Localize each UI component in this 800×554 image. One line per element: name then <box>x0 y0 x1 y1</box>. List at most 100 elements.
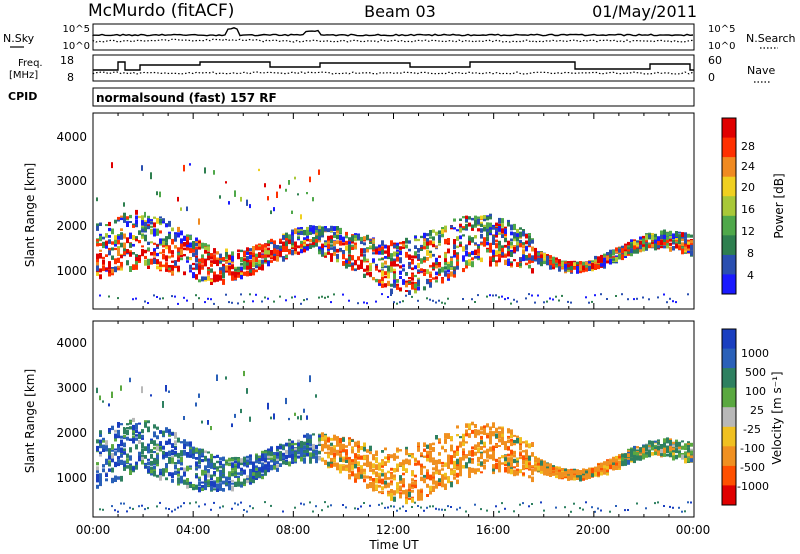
power-y-axis: 4000 3000 2000 1000 <box>56 130 87 278</box>
heatmap-cell <box>147 225 150 230</box>
heatmap-cell <box>438 243 441 246</box>
heatmap-cell <box>174 232 177 235</box>
heatmap-cell <box>96 257 99 264</box>
heatmap-cell <box>300 502 302 505</box>
heatmap-cell <box>207 481 210 486</box>
heatmap-cell <box>387 454 390 458</box>
heatmap-cell <box>237 252 240 256</box>
heatmap-cell <box>555 469 558 472</box>
heatmap-cell <box>414 245 417 249</box>
heatmap-cell <box>150 466 153 472</box>
heatmap-cell <box>600 293 602 296</box>
heatmap-cell <box>597 264 600 270</box>
heatmap-cell <box>462 455 465 461</box>
heatmap-cell <box>687 457 690 462</box>
heatmap-cell <box>483 224 486 229</box>
heatmap-cell <box>435 280 438 283</box>
heatmap-cell <box>363 502 365 504</box>
heatmap-cell <box>249 461 252 464</box>
heatmap-cell <box>300 302 302 305</box>
heatmap-cell <box>156 228 159 235</box>
heatmap-cell <box>378 258 381 261</box>
heatmap-cell <box>444 508 446 511</box>
heatmap-cell <box>120 453 123 458</box>
heatmap-cell <box>636 248 639 254</box>
heatmap-cell <box>471 257 474 261</box>
heatmap-cell <box>414 481 417 485</box>
heatmap-cell <box>144 211 146 218</box>
heatmap-cell <box>492 239 495 245</box>
heatmap-cell <box>531 268 534 274</box>
heatmap-cell <box>399 487 402 490</box>
heatmap-cell <box>459 460 462 467</box>
heatmap-cell <box>246 251 249 255</box>
heatmap-cell <box>108 460 111 463</box>
heatmap-cell <box>435 271 438 276</box>
heatmap-cell <box>195 263 198 270</box>
heatmap-cell <box>384 271 387 276</box>
n-search-label: N.Search <box>746 32 796 45</box>
heatmap-cell <box>318 450 321 455</box>
heatmap-cell <box>429 236 432 239</box>
heatmap-cell <box>690 450 693 456</box>
heatmap-cell <box>627 250 630 254</box>
heatmap-cell <box>258 461 261 464</box>
heatmap-cell <box>687 239 690 243</box>
heatmap-cell <box>429 456 432 463</box>
heatmap-cell <box>444 462 447 467</box>
heatmap-cell <box>351 245 354 250</box>
heatmap-cell <box>414 458 417 462</box>
heatmap-cell <box>231 271 234 276</box>
heatmap-cell <box>261 249 264 253</box>
heatmap-cell <box>171 510 173 513</box>
heatmap-cell <box>114 509 116 512</box>
heatmap-cell <box>381 478 384 485</box>
heatmap-cell <box>321 295 323 298</box>
heatmap-cell <box>462 442 465 447</box>
heatmap-cell <box>282 460 285 465</box>
heatmap-cell <box>279 445 282 450</box>
heatmap-cell <box>441 461 444 465</box>
heatmap-cell <box>192 244 195 247</box>
heatmap-cell <box>147 258 150 265</box>
heatmap-cell <box>153 431 156 438</box>
heatmap-cell <box>306 192 308 195</box>
heatmap-cell <box>303 241 306 244</box>
heatmap-cell <box>522 250 525 254</box>
heatmap-cell <box>216 469 219 472</box>
heatmap-cell <box>378 474 381 480</box>
heatmap-cell <box>495 250 498 255</box>
heatmap-cell <box>669 242 672 246</box>
heatmap-cell <box>111 458 114 463</box>
heatmap-cell <box>447 481 450 484</box>
heatmap-cell <box>426 241 429 246</box>
heatmap-cell <box>423 237 426 242</box>
heatmap-cell <box>258 168 260 172</box>
heatmap-cell <box>624 245 627 250</box>
heatmap-cell <box>177 226 180 232</box>
heatmap-cell <box>435 246 438 249</box>
heatmap-cell <box>396 249 399 252</box>
heatmap-cell <box>303 243 306 246</box>
heatmap-cell <box>468 433 471 438</box>
heatmap-cell <box>477 468 480 471</box>
colorbar-swatch <box>722 176 736 197</box>
heatmap-cell <box>99 274 102 280</box>
heatmap-cell <box>687 233 690 238</box>
heatmap-cell <box>225 252 228 256</box>
heatmap-cell <box>555 473 558 479</box>
heatmap-cell <box>102 448 105 452</box>
heatmap-cell <box>405 498 408 505</box>
heatmap-cell <box>393 474 396 478</box>
heatmap-cell <box>429 451 432 456</box>
heatmap-cell <box>330 451 333 455</box>
heatmap-cell <box>402 264 405 268</box>
heatmap-cell <box>180 456 183 463</box>
heatmap-cell <box>546 463 549 467</box>
heatmap-cell <box>264 464 267 470</box>
n-sky-label: N.Sky <box>3 32 35 45</box>
heatmap-cell <box>660 444 663 449</box>
heatmap-cell <box>408 453 411 456</box>
heatmap-cell <box>288 461 291 467</box>
heatmap-cell <box>360 446 363 449</box>
